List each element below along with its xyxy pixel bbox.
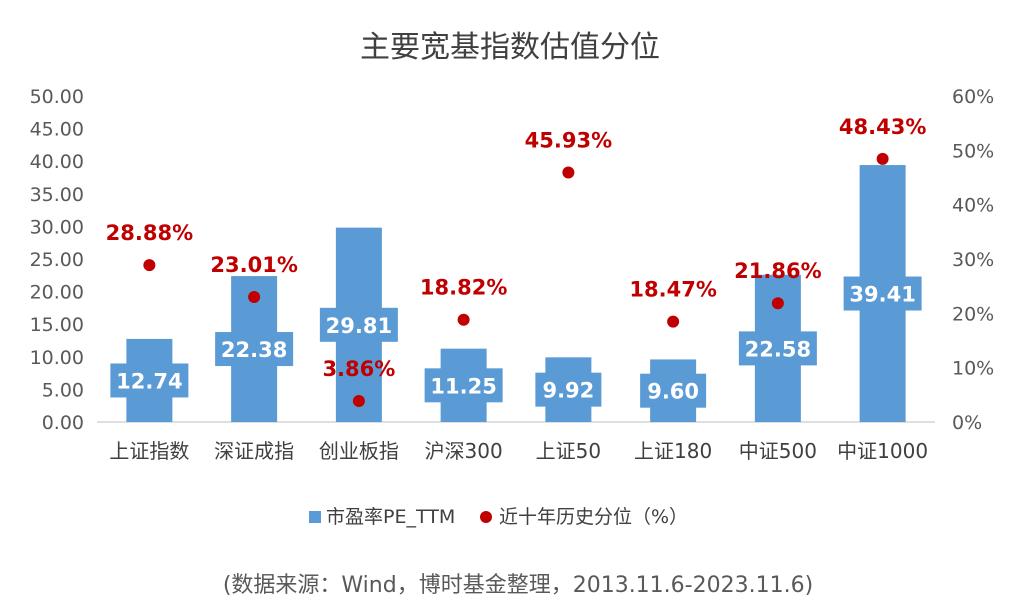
pe-label-box [738, 331, 817, 366]
left-tick-label: 40.00 [30, 151, 84, 173]
legend: 市盈率PE_TTM 近十年历史分位（%） [309, 506, 688, 528]
category-label: 创业板指 [319, 439, 399, 463]
category-label: 上证180 [634, 439, 712, 463]
percentile-point [457, 313, 470, 326]
percentile-point [352, 395, 365, 408]
percentile-point [143, 259, 156, 272]
legend-label-percentile: 近十年历史分位（%） [499, 506, 688, 528]
percentile-series [143, 152, 889, 408]
category-label: 中证500 [739, 439, 817, 463]
left-tick-label: 5.00 [42, 379, 84, 401]
pe-label: 22.58 [745, 337, 811, 361]
category-label: 沪深300 [425, 439, 503, 463]
left-tick-label: 10.00 [30, 347, 84, 369]
left-tick-label: 25.00 [30, 249, 84, 271]
legend-marker-percentile [480, 511, 492, 523]
percentile-point [876, 152, 889, 165]
percentile-point [667, 315, 680, 328]
left-tick-label: 30.00 [30, 216, 84, 238]
percentile-label: 3.86% [322, 357, 395, 381]
percentile-label: 48.43% [839, 115, 926, 139]
percentile-point [248, 290, 261, 303]
left-tick-label: 15.00 [30, 314, 84, 336]
left-tick-label: 50.00 [30, 86, 84, 108]
chart-title: 主要宽基指数估值分位 [360, 30, 660, 65]
right-tick-label: 50% [952, 140, 994, 162]
pe-label: 29.81 [326, 314, 392, 338]
right-axis: 0% 10% 20% 30% 40% 50% 60% [952, 86, 994, 434]
percentile-label: 18.82% [420, 276, 507, 300]
right-tick-label: 10% [952, 358, 994, 380]
right-tick-label: 0% [952, 412, 982, 434]
right-tick-label: 60% [952, 86, 994, 108]
category-label: 上证50 [536, 439, 601, 463]
pe-label: 12.74 [116, 369, 182, 393]
pe-label-box [424, 368, 503, 403]
percentile-label: 45.93% [525, 128, 612, 152]
category-label: 上证指数 [109, 439, 189, 463]
category-label: 深证成指 [214, 439, 294, 463]
pe-label: 39.41 [849, 283, 915, 307]
pe-label: 11.25 [430, 374, 496, 398]
source-note: (数据来源：Wind，博时基金整理，2013.11.6-2023.11.6) [223, 573, 813, 598]
percentile-label: 18.47% [629, 278, 716, 302]
percentile-data-labels: 28.88% 23.01% 3.86% 18.82% 45.93% 18.47% 21.86… [106, 115, 927, 381]
left-tick-label: 35.00 [30, 184, 84, 206]
percentile-point [771, 297, 784, 310]
pe-label-box [640, 373, 707, 408]
pe-label-box [215, 332, 294, 367]
right-tick-label: 30% [952, 249, 994, 271]
percentile-point [562, 166, 575, 179]
left-axis: 0.00 5.00 10.00 15.00 20.00 25.00 30.00 35.00 40… [30, 86, 84, 434]
right-tick-label: 40% [952, 195, 994, 217]
percentile-label: 23.01% [210, 253, 297, 277]
pe-label: 9.60 [647, 380, 699, 404]
pe-label: 9.92 [542, 379, 594, 403]
pe-label: 22.38 [221, 338, 287, 362]
percentile-label: 28.88% [106, 221, 193, 245]
category-label: 中证1000 [837, 439, 928, 463]
legend-swatch-pe [309, 511, 321, 523]
legend-label-pe: 市盈率PE_TTM [326, 506, 455, 528]
bar-data-labels: 12.74 22.38 29.81 11.25 9.92 9.60 22.58 39.41 [110, 276, 922, 408]
pe-label-box [110, 363, 189, 398]
left-tick-label: 45.00 [30, 119, 84, 141]
right-tick-label: 20% [952, 303, 994, 325]
x-axis-labels: 上证指数 深证成指 创业板指 沪深300 上证50 上证180 中证500 中证1000 [109, 439, 928, 463]
bar-series [126, 165, 906, 422]
pe-label-box [535, 372, 602, 407]
percentile-label: 21.86% [734, 259, 821, 283]
pe-label-box [843, 276, 922, 311]
left-tick-label: 0.00 [42, 412, 84, 434]
pe-label-box [319, 307, 398, 342]
left-tick-label: 20.00 [30, 282, 84, 304]
